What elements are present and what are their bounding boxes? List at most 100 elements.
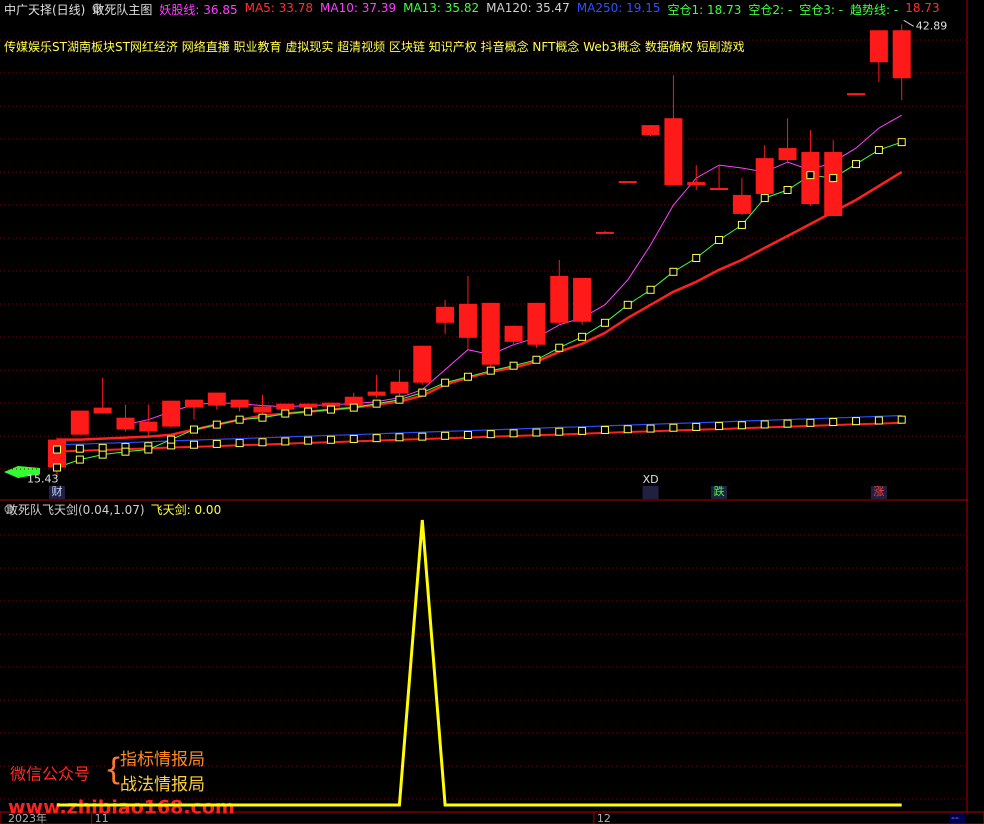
indicator-marker [874,416,883,425]
indicator-marker [578,332,587,341]
indicator-marker [692,253,701,262]
indicator-marker [737,421,746,430]
indicator-marker [372,434,381,443]
indicator-marker [669,423,678,432]
indicator-marker [829,174,838,183]
indicator-marker [167,435,176,444]
indicator-marker [75,444,84,453]
indicator-marker [600,426,609,435]
min-label: 15.43 [27,472,59,485]
candle-body [230,399,249,408]
indicator-marker [144,445,153,454]
header-item: 空仓1: 18.73 [667,3,742,17]
indicator-marker [258,413,267,422]
candle-body [618,181,637,184]
indicator-marker [304,436,313,445]
candle-body [732,194,751,214]
indicator-marker [395,433,404,442]
candle-body [755,158,774,194]
indicator-marker [737,220,746,229]
header-item: 趋势线: - [850,3,899,17]
watermark-account: 微信公众号 [10,765,90,784]
header-item: MA120: 35.47 [486,1,570,15]
concepts: 传媒娱乐ST湖南板块ST网红经济 网络直播 职业教育 虚拟现实 超清视频 区块链… [4,40,745,54]
indicator-marker [98,443,107,452]
candle-body [253,406,272,413]
indicator-marker [326,435,335,444]
indicator-marker [646,424,655,433]
candle-body [367,391,386,396]
indicator-marker [418,388,427,397]
indicator-marker [349,434,358,443]
candle-body [413,345,432,383]
candle-body [390,381,409,394]
header-item: 18.73 [905,1,940,15]
indicator-marker [783,185,792,194]
candle-body [847,93,866,96]
indicator-marker [395,395,404,404]
header-item: MA10: 37.39 [320,1,397,15]
x-tick-label: 11 [95,812,109,824]
corner-label: -- [951,811,959,824]
candle-body [184,399,203,408]
max-pointer [903,19,914,27]
header-item: 空仓3: - [799,3,844,17]
indicator-marker [463,431,472,439]
candle-body [892,30,911,79]
indicator-marker [760,420,769,429]
indicator-marker [212,420,221,429]
indicator-marker [600,318,609,327]
panel-icon [92,3,102,13]
indicator-marker [326,405,335,414]
candle-body [276,403,295,410]
corner-box [949,813,965,823]
indicator-marker [783,419,792,428]
indicator-marker [532,355,541,364]
header-item: MA5: 33.78 [244,1,314,15]
indicator-marker [874,146,883,155]
event-label: 跌 [714,484,725,498]
candle-body [869,30,888,63]
indicator-marker [806,171,815,180]
candle-body [139,421,158,432]
indicator-marker [897,138,906,147]
indicator-marker [486,366,495,375]
max-label: 42.89 [916,19,948,32]
indicator-marker [715,235,724,244]
indicator-marker [53,445,61,454]
candle-body [207,392,226,406]
indicator-marker [806,418,815,427]
candle-body [481,302,500,365]
indicator-marker [509,429,518,438]
indicator-marker [486,430,495,439]
indicator-marker [692,422,701,431]
candle-body [321,402,340,407]
candle-body [550,275,569,323]
indicator-marker [121,447,130,456]
candle-body [687,182,706,186]
indicator-marker [212,439,221,448]
indicator-marker [441,378,450,387]
indicator-marker [578,426,587,435]
indicator-marker [555,427,564,436]
header-item: 空仓2: - [748,3,793,17]
indicator-marker [760,194,769,203]
event-label: 财 [52,484,63,498]
signal-line [57,519,902,807]
candle-body [710,187,729,190]
indicator-marker [235,439,244,448]
indicator-marker [281,409,290,418]
header-item: MA13: 35.82 [403,1,480,15]
candle-body [664,118,683,186]
indicator-marker [897,415,906,424]
event-label: XD [643,473,659,486]
indicator-marker [623,425,632,434]
event-label: 涨 [873,485,884,498]
indicator-marker [555,343,564,352]
indicator-marker [189,440,198,449]
sub-header: 敢死队飞天剑(0.04,1.07) 飞天剑: 0.00 [6,501,221,518]
indicator-marker [235,415,244,424]
event-box [642,486,659,499]
candle-body [573,277,592,322]
